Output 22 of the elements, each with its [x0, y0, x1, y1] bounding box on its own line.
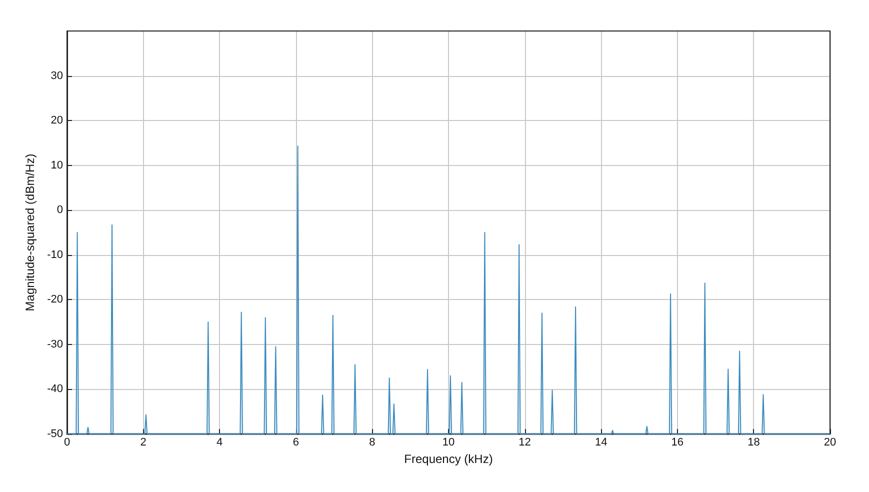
- y-tick-label: -50: [47, 428, 63, 440]
- x-tick-label: 4: [216, 436, 223, 448]
- x-tick-label: 6: [292, 436, 299, 448]
- x-tick-label: 0: [64, 436, 70, 448]
- y-tick-label: -20: [47, 294, 63, 306]
- x-tick-label: 2: [140, 436, 146, 448]
- x-tick-label: 16: [671, 436, 684, 448]
- x-tick-label: 8: [369, 436, 376, 448]
- y-tick-label: 0: [56, 204, 63, 216]
- y-tick-label: -10: [47, 248, 63, 261]
- y-axis-title: Magnitude-squared (dBm/Hz): [23, 154, 38, 312]
- y-tick-label: 10: [50, 159, 63, 172]
- y-tick-label: 30: [50, 70, 63, 82]
- x-tick-label: 10: [442, 436, 455, 448]
- x-tick-label: 20: [824, 436, 836, 448]
- x-tick-label: 18: [748, 436, 760, 448]
- y-tick-label: 20: [50, 114, 63, 127]
- x-axis-title: Frequency (kHz): [404, 452, 493, 466]
- x-tick-label: 14: [594, 436, 608, 448]
- y-tick-label: -40: [47, 383, 63, 396]
- y-tick-label: -30: [47, 338, 63, 350]
- x-tick-label: 12: [518, 436, 531, 448]
